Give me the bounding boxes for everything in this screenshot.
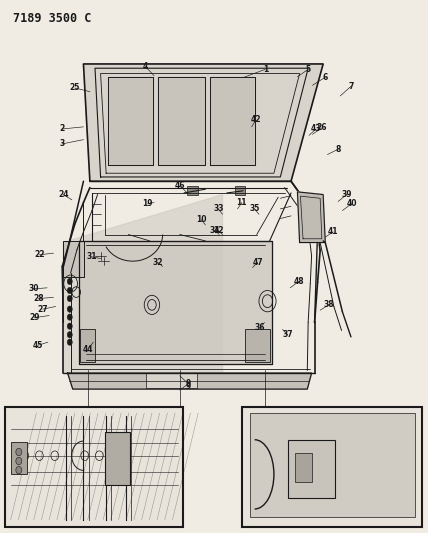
Text: 7: 7 [348, 82, 354, 91]
Bar [80, 329, 95, 362]
Bar [295, 453, 312, 482]
Bar [105, 432, 130, 485]
Text: 2: 2 [59, 125, 65, 133]
Text: 9: 9 [186, 382, 191, 391]
Text: 48: 48 [294, 277, 304, 286]
Text: 11: 11 [237, 198, 247, 207]
Text: 37: 37 [282, 330, 293, 339]
Text: 21: 21 [83, 430, 92, 436]
Text: 25: 25 [70, 84, 80, 92]
Text: 13: 13 [8, 479, 18, 486]
Circle shape [67, 323, 72, 329]
Text: 7189 3500 C: 7189 3500 C [13, 12, 91, 25]
Text: 30: 30 [28, 285, 39, 293]
Text: 33: 33 [213, 205, 223, 213]
Text: 39: 39 [342, 190, 352, 199]
Bar [288, 440, 335, 498]
Circle shape [67, 332, 72, 338]
Text: 3: 3 [59, 140, 65, 148]
Bar [245, 329, 270, 362]
Bar [5, 407, 183, 527]
Polygon shape [210, 77, 255, 165]
Text: 29: 29 [106, 430, 115, 436]
Circle shape [67, 287, 72, 294]
Text: 43: 43 [311, 125, 321, 133]
Text: 15: 15 [122, 430, 131, 436]
Text: 1: 1 [263, 65, 268, 74]
Circle shape [67, 306, 72, 312]
Text: 46: 46 [175, 181, 185, 190]
Text: 12: 12 [213, 226, 223, 235]
Text: 42: 42 [251, 116, 261, 124]
Text: 24: 24 [58, 190, 68, 199]
Bar [242, 407, 422, 527]
Text: 27: 27 [38, 305, 48, 313]
Text: 38: 38 [324, 301, 334, 309]
Text: 28: 28 [33, 294, 44, 303]
Polygon shape [79, 241, 272, 364]
Bar [63, 241, 84, 277]
Circle shape [67, 314, 72, 320]
Text: 41: 41 [328, 228, 338, 236]
Text: 18: 18 [10, 430, 20, 436]
Text: 23: 23 [93, 492, 102, 499]
Bar [187, 186, 198, 195]
Polygon shape [68, 373, 312, 389]
Text: 20: 20 [271, 491, 281, 498]
Text: 40: 40 [347, 199, 357, 208]
Polygon shape [297, 192, 325, 243]
Circle shape [16, 448, 22, 456]
Bar [250, 413, 415, 517]
Circle shape [67, 339, 72, 345]
Circle shape [16, 466, 22, 474]
Circle shape [16, 457, 22, 465]
Text: 19: 19 [348, 497, 358, 503]
Text: 8: 8 [336, 145, 341, 154]
Text: 35: 35 [250, 205, 260, 213]
Polygon shape [63, 195, 223, 373]
Polygon shape [108, 77, 153, 165]
Polygon shape [83, 64, 323, 181]
Bar [146, 373, 197, 388]
Bar [235, 186, 245, 195]
Text: 17: 17 [66, 492, 75, 499]
Text: 4: 4 [143, 62, 148, 71]
Text: 31: 31 [87, 253, 97, 261]
Text: 47: 47 [253, 258, 263, 266]
Bar [11, 442, 27, 474]
Text: 19: 19 [143, 199, 153, 208]
Text: 23: 23 [24, 430, 34, 436]
Text: 10: 10 [196, 215, 206, 224]
Text: 16: 16 [141, 430, 150, 436]
Text: 29: 29 [29, 313, 39, 322]
Text: 34: 34 [210, 226, 220, 235]
Text: 22: 22 [34, 251, 45, 259]
Text: 44: 44 [83, 345, 93, 353]
Text: 6: 6 [323, 73, 328, 82]
Text: 9: 9 [186, 379, 191, 388]
Circle shape [67, 278, 72, 285]
Polygon shape [158, 77, 205, 165]
Text: 32: 32 [152, 258, 163, 266]
Text: 5: 5 [306, 65, 311, 74]
Text: 26: 26 [317, 124, 327, 132]
Circle shape [67, 295, 72, 302]
Text: 14: 14 [58, 430, 68, 436]
Text: 45: 45 [33, 341, 43, 350]
Text: 36: 36 [255, 324, 265, 332]
